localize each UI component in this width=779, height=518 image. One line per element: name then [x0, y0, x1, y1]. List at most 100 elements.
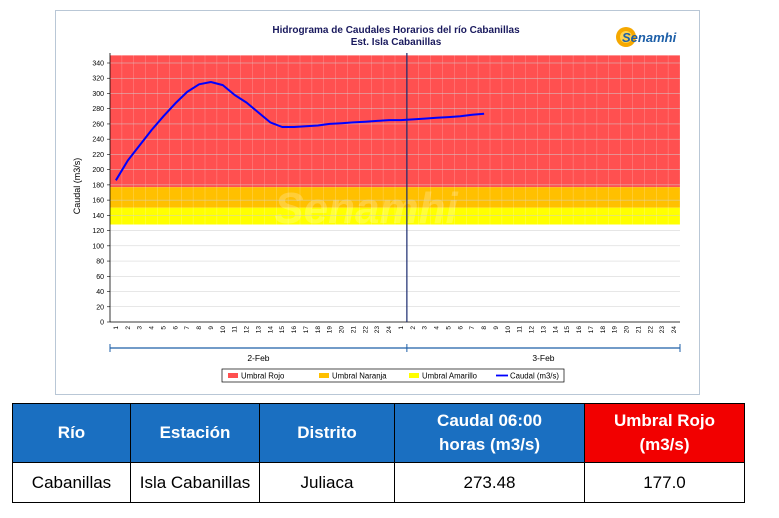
threshold-band-1 [110, 187, 680, 208]
x-tick-label: 4 [434, 326, 441, 330]
legend-label: Umbral Rojo [241, 371, 285, 380]
table-header-row: Río Estación Distrito Caudal 06:00 horas… [12, 403, 745, 463]
x-tick-label: 5 [160, 326, 167, 330]
senamhi-logo: Senamhi [616, 27, 677, 47]
legend-swatch [319, 373, 329, 378]
chart-panel: Hidrograma de Caudales Horarios del río … [55, 10, 700, 395]
x-tick-label: 20 [624, 326, 631, 334]
header-caudal-text: Caudal 06:00 horas (m3/s) [437, 411, 542, 454]
y-tick-label: 220 [92, 152, 104, 159]
x-tick-label: 1 [113, 326, 120, 330]
y-tick-label: 80 [96, 259, 104, 266]
y-tick-label: 100 [92, 243, 104, 250]
x-tick-label: 8 [481, 326, 488, 330]
y-tick-label: 280 [92, 106, 104, 113]
legend-label: Caudal (m3/s) [510, 371, 559, 380]
y-tick-label: 0 [100, 320, 104, 327]
x-tick-label: 11 [232, 326, 239, 333]
cell-caudal: 273.48 [394, 462, 585, 503]
legend-swatch [409, 373, 419, 378]
x-tick-label: 20 [339, 326, 346, 334]
x-tick-label: 17 [588, 326, 595, 334]
y-tick-label: 120 [92, 228, 104, 235]
y-tick-label: 40 [96, 289, 104, 296]
x-tick-label: 23 [374, 326, 381, 334]
y-axis-label: Caudal (m3/s) [72, 158, 82, 215]
x-tick-label: 15 [564, 326, 571, 334]
y-tick-label: 340 [92, 61, 104, 68]
x-tick-label: 7 [469, 326, 476, 330]
threshold-band-0 [110, 55, 680, 188]
station-table-wrap: Río Estación Distrito Caudal 06:00 horas… [12, 403, 745, 503]
x-tick-label: 22 [647, 326, 654, 334]
header-distrito: Distrito [259, 403, 395, 463]
legend-swatch [228, 373, 238, 378]
x-tick-label: 16 [576, 326, 583, 334]
x-tick-label: 14 [267, 326, 274, 334]
x-tick-label: 21 [635, 326, 642, 334]
y-tick-label: 240 [92, 137, 104, 144]
x-tick-label: 14 [552, 326, 559, 334]
y-tick-label: 160 [92, 198, 104, 205]
x-tick-label: 24 [386, 326, 393, 334]
x-tick-label: 2 [410, 326, 417, 330]
x-tick-label: 21 [350, 326, 357, 334]
y-tick-label: 20 [96, 304, 104, 311]
watermark-text: Senamhi [274, 184, 458, 233]
legend-box [221, 368, 565, 383]
x-tick-label: 10 [505, 326, 512, 334]
x-tick-label: 18 [600, 326, 607, 334]
header-umbral-rojo-text: Umbral Rojo (m3/s) [613, 411, 716, 454]
x-tick-label: 19 [327, 326, 334, 334]
y-tick-label: 140 [92, 213, 104, 220]
x-tick-label: 3 [422, 326, 429, 330]
y-tick-label: 180 [92, 182, 104, 189]
x-tick-label: 9 [493, 326, 500, 330]
y-tick-label: 200 [92, 167, 104, 174]
y-tick-label: 260 [92, 121, 104, 128]
logo-text: Senamhi [622, 30, 677, 45]
threshold-band-2 [110, 207, 680, 225]
cell-estacion: Isla Cabanillas [130, 462, 260, 503]
cell-rio: Cabanillas [12, 462, 131, 503]
x-tick-label: 13 [540, 326, 547, 334]
x-tick-label: 15 [279, 326, 286, 334]
x-tick-label: 17 [303, 326, 310, 334]
header-rio: Río [12, 403, 131, 463]
x-tick-label: 9 [208, 326, 215, 330]
legend-label: Umbral Naranja [332, 371, 387, 380]
x-tick-label: 7 [184, 326, 191, 330]
x-tick-label: 16 [291, 326, 298, 334]
x-tick-label: 18 [315, 326, 322, 334]
x-tick-label: 5 [445, 326, 452, 330]
x-tick-label: 1 [398, 326, 405, 330]
x-tick-label: 22 [362, 326, 369, 334]
x-tick-label: 3 [137, 326, 144, 330]
x-tick-label: 4 [149, 326, 156, 330]
x-tick-label: 2 [125, 326, 132, 330]
x-tick-label: 12 [244, 326, 251, 334]
y-tick-label: 60 [96, 274, 104, 281]
x-tick-label: 6 [172, 326, 179, 330]
day-label: 3-Feb [532, 353, 554, 363]
chart-subtitle: Est. Isla Cabanillas [351, 37, 442, 48]
x-tick-label: 12 [529, 326, 536, 334]
hydrograph-chart: Hidrograma de Caudales Horarios del río … [72, 25, 681, 383]
x-tick-label: 23 [659, 326, 666, 334]
cell-umbral-rojo: 177.0 [584, 462, 745, 503]
x-tick-label: 10 [220, 326, 227, 334]
series-line-0 [115, 81, 485, 181]
y-tick-label: 300 [92, 91, 104, 98]
cell-distrito: Juliaca [259, 462, 395, 503]
header-umbral-rojo: Umbral Rojo (m3/s) [584, 403, 745, 463]
header-estacion: Estación [130, 403, 260, 463]
x-tick-label: 6 [457, 326, 464, 330]
station-table: Río Estación Distrito Caudal 06:00 horas… [12, 403, 745, 503]
chart-title: Hidrograma de Caudales Horarios del río … [272, 25, 520, 36]
x-tick-label: 13 [255, 326, 262, 334]
day-label: 2-Feb [247, 353, 269, 363]
legend-label: Umbral Amarillo [422, 371, 478, 380]
header-caudal: Caudal 06:00 horas (m3/s) [394, 403, 585, 463]
x-tick-label: 24 [671, 326, 678, 334]
x-tick-label: 19 [612, 326, 619, 334]
